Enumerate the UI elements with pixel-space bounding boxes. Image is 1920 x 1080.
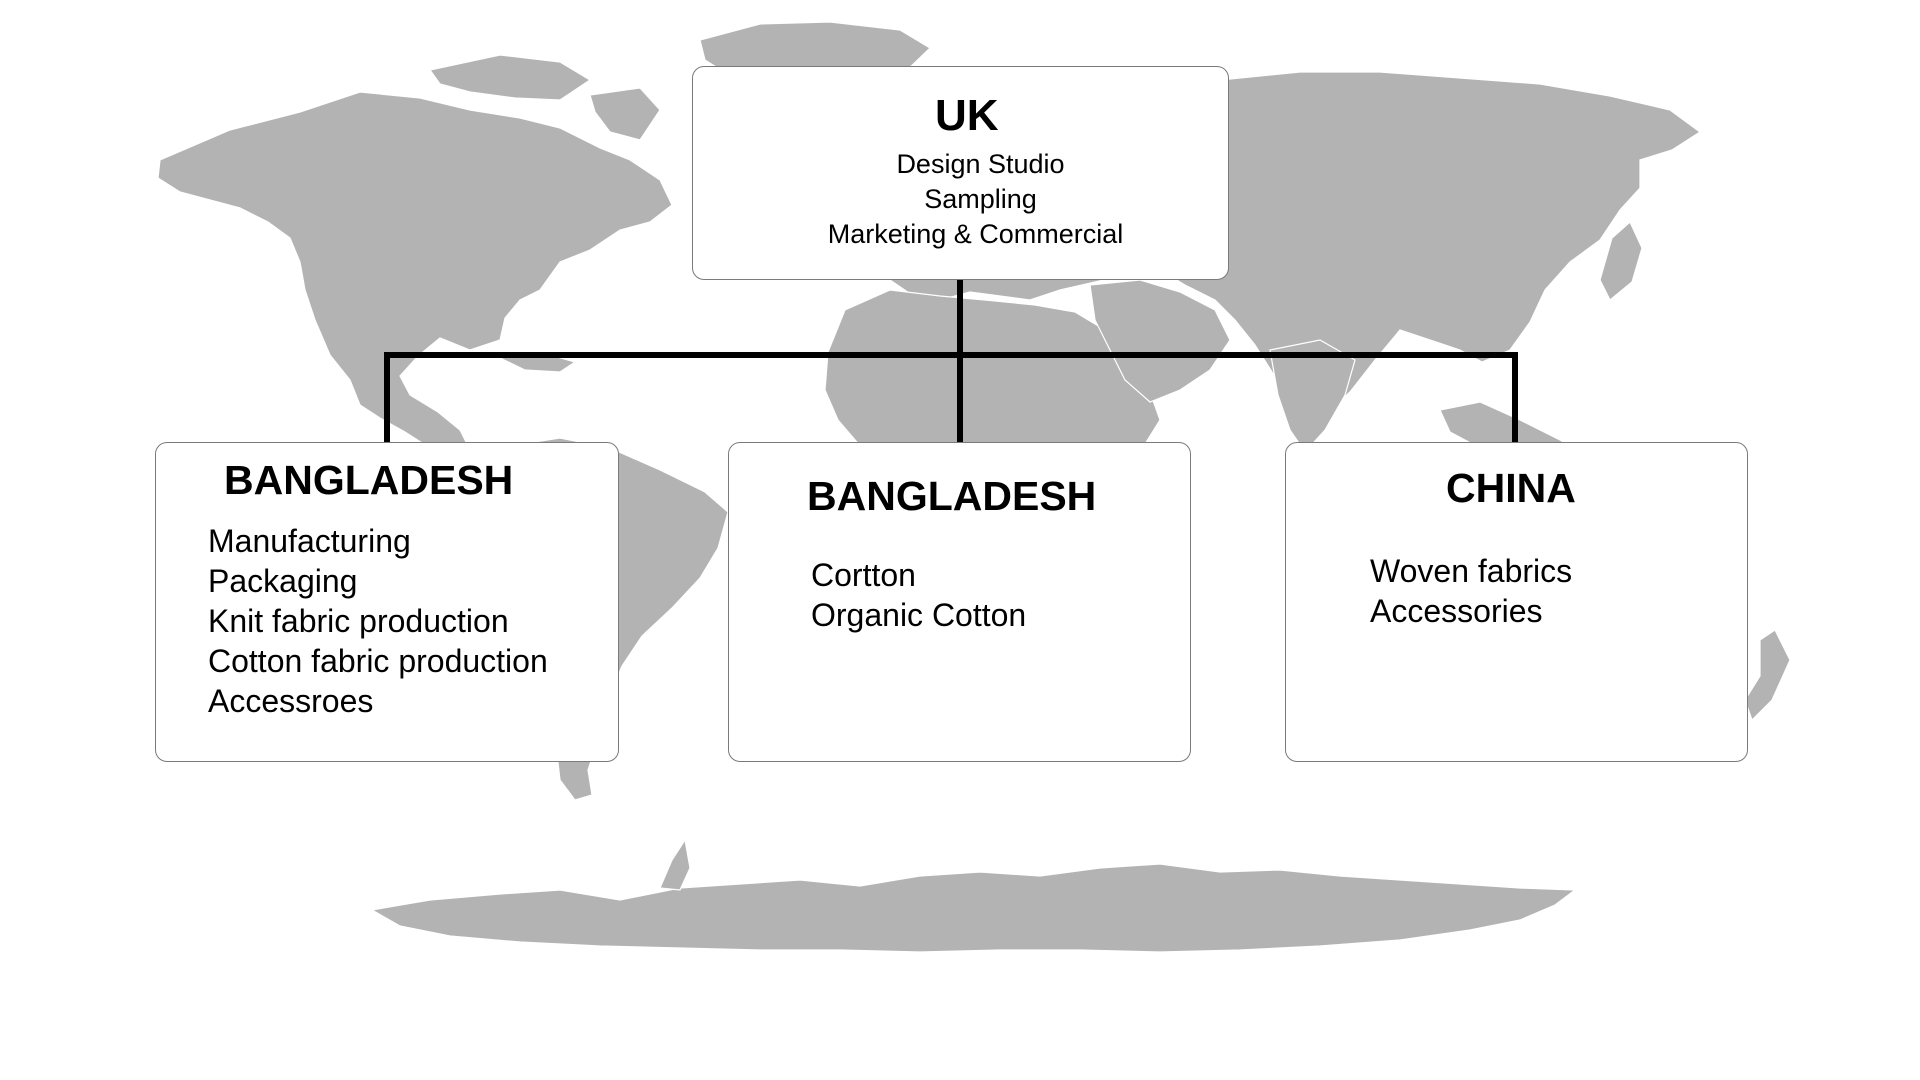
land-antarctica — [370, 863, 1577, 953]
branch-function-list: Cortton Organic Cotton — [811, 555, 1026, 635]
branch-function-item: Cotton fabric production — [208, 643, 548, 679]
branch-title: BANGLADESH — [224, 457, 514, 503]
branch-title: CHINA — [1446, 465, 1576, 511]
branch-function-item: Accessroes — [208, 683, 374, 719]
land-antarctic-peninsula — [659, 838, 691, 891]
branch-function-item: Cortton — [811, 557, 916, 593]
land-baffin — [589, 87, 661, 141]
branch-function-item: Accessories — [1370, 593, 1543, 629]
branch-function-item: Packaging — [208, 563, 358, 599]
land-middle-east — [1089, 279, 1231, 403]
land-new-zealand — [1744, 629, 1791, 722]
branch-function-item: Woven fabrics — [1370, 553, 1573, 589]
hub-function-list: Design Studio Sampling Marketing & Comme… — [693, 147, 1228, 252]
branch-node-bangladesh-manufacturing: BANGLADESH Manufacturing Packaging Knit … — [155, 442, 619, 762]
land-japan — [1599, 221, 1643, 301]
branch-function-list: Woven fabrics Accessories — [1370, 551, 1572, 631]
hub-function-item: Design Studio — [896, 149, 1065, 179]
hub-node-uk: UK Design Studio Sampling Marketing & Co… — [692, 66, 1229, 280]
land-arctic-islands — [428, 54, 592, 101]
branch-function-item: Knit fabric production — [208, 603, 509, 639]
branch-function-list: Manufacturing Packaging Knit fabric prod… — [208, 521, 548, 721]
hub-function-item: Sampling — [924, 184, 1037, 214]
hub-title: UK — [935, 91, 999, 140]
branch-function-item: Organic Cotton — [811, 597, 1027, 633]
branch-node-bangladesh-cotton: BANGLADESH Cortton Organic Cotton — [728, 442, 1191, 762]
branch-function-item: Manufacturing — [208, 523, 411, 559]
branch-node-china: CHINA Woven fabrics Accessories — [1285, 442, 1748, 762]
branch-title: BANGLADESH — [807, 473, 1097, 519]
land-india — [1269, 339, 1356, 453]
hub-function-item: Marketing & Commercial — [827, 219, 1124, 249]
